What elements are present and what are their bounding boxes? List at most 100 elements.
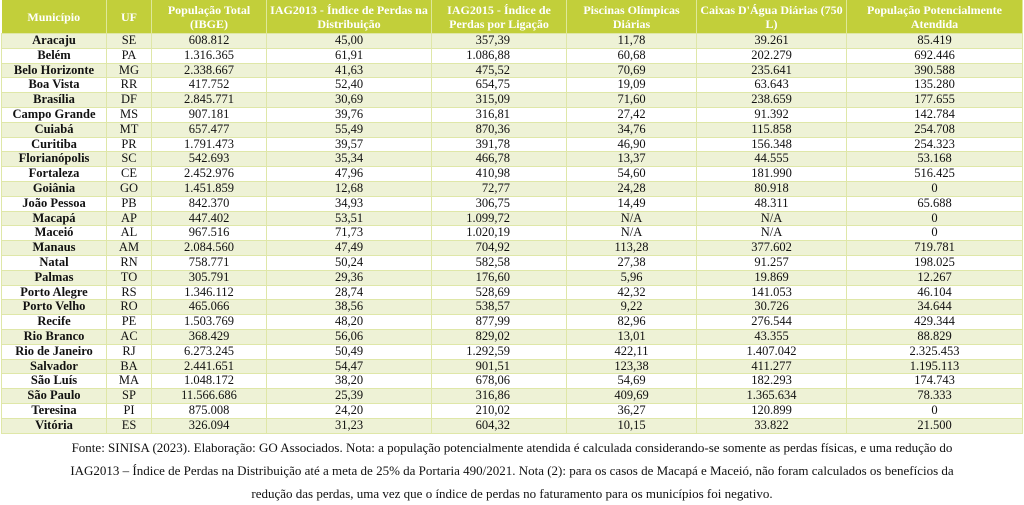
cell-populacao-atendida: 198.025 [846,254,1023,271]
table-row: Rio de Janeiro RJ 6.273.245 50,49 1.292,59 42… [1,343,1023,360]
table-row: Palmas TO 305.791 29,36 176,60 5,96 19.869 12.2… [1,269,1023,286]
cell-piscinas: 409,69 [566,388,697,404]
cell-municipio: Boa Vista [1,77,107,94]
cell-caixas: 115.858 [696,121,847,138]
cell-uf: RN [106,254,152,271]
cell-caixas: 411.277 [696,358,847,375]
cell-iag2013: 28,74 [266,284,432,301]
header-caixas: Caixas D'Água Diárias (750 L) [696,0,847,34]
cell-populacao-atendida: 719.781 [846,240,1023,256]
cell-iag2013: 35,34 [266,151,432,168]
cell-municipio: Fortaleza [1,166,107,182]
cell-municipio: Natal [1,254,107,271]
header-uf: UF [106,0,152,34]
cell-populacao-total: 6.273.245 [151,343,267,360]
cell-populacao-atendida: 142.784 [846,106,1023,123]
cell-municipio: Rio Branco [1,328,107,345]
cell-populacao-atendida: 177.655 [846,92,1023,108]
cell-populacao-atendida: 1.195.113 [846,358,1023,375]
cell-populacao-atendida: 34.644 [846,299,1023,316]
cell-piscinas: 27,42 [566,106,697,123]
cell-populacao-total: 447.402 [151,210,267,227]
cell-populacao-total: 758.771 [151,254,267,271]
cell-municipio: Maceió [1,225,107,242]
cell-uf: BA [106,358,152,375]
cell-piscinas: 123,38 [566,358,697,375]
cell-municipio: Florianópolis [1,151,107,168]
cell-iag2013: 34,93 [266,195,432,212]
cell-populacao-atendida: 254.708 [846,121,1023,138]
cell-municipio: Aracaju [1,33,107,49]
cell-piscinas: 422,11 [566,343,697,360]
header-iag2013: IAG2013 - Índice de Perdas na Distribuiç… [266,0,432,34]
header-piscinas: Piscinas Olímpicas Diárias [566,0,697,34]
table-row: Aracaju SE 608.812 45,00 357,39 11,78 39.261 85… [1,33,1023,49]
cell-iag2015: 1.020,19 [431,225,567,242]
cell-caixas: 156.348 [696,136,847,153]
cell-uf: SE [106,33,152,49]
cell-populacao-atendida: 46.104 [846,284,1023,301]
cell-iag2015: 901,51 [431,358,567,375]
cell-uf: RJ [106,343,152,360]
cell-caixas: 30.726 [696,299,847,316]
table-row: Florianópolis SC 542.693 35,34 466,78 13,37 44… [1,151,1023,168]
cell-populacao-atendida: 78.333 [846,388,1023,404]
cell-iag2013: 47,49 [266,240,432,256]
cell-iag2015: 357,39 [431,33,567,49]
header-municipio: Município [1,0,107,34]
cell-piscinas: 70,69 [566,62,697,79]
cell-piscinas: 34,76 [566,121,697,138]
cell-iag2015: 1.086,88 [431,47,567,64]
cell-populacao-atendida: 0 [846,210,1023,227]
cell-populacao-atendida: 85.419 [846,33,1023,49]
cell-populacao-total: 657.477 [151,121,267,138]
cell-municipio: São Paulo [1,388,107,404]
cell-piscinas: N/A [566,225,697,242]
table-row: João Pessoa PB 842.370 34,93 306,75 14,49 48.3… [1,195,1023,212]
cell-populacao-total: 305.791 [151,269,267,286]
cell-uf: CE [106,166,152,182]
cell-iag2013: 12,68 [266,180,432,197]
cell-populacao-total: 11.566.686 [151,388,267,404]
cell-populacao-total: 1.316.365 [151,47,267,64]
cell-iag2015: 475,52 [431,62,567,79]
cell-piscinas: 11,78 [566,33,697,49]
cell-uf: MG [106,62,152,79]
cell-municipio: Belo Horizonte [1,62,107,79]
cell-populacao-total: 2.084.560 [151,240,267,256]
table-row: Rio Branco AC 368.429 56,06 829,02 13,01 43.35… [1,328,1023,345]
cell-uf: MA [106,373,152,390]
cell-iag2013: 47,96 [266,166,432,182]
cell-caixas: 91.257 [696,254,847,271]
caption-line: Fonte: SINISA (2023). Elaboração: GO Ass… [71,439,953,455]
cell-iag2013: 39,76 [266,106,432,123]
cell-populacao-total: 842.370 [151,195,267,212]
cell-populacao-total: 2.441.651 [151,358,267,375]
cell-populacao-total: 2.452.976 [151,166,267,182]
cell-iag2013: 61,91 [266,47,432,64]
cell-iag2013: 31,23 [266,417,432,434]
cell-municipio: Goiânia [1,180,107,197]
table-row: Brasília DF 2.845.771 30,69 315,09 71,60 238.6… [1,92,1023,108]
cell-populacao-total: 542.693 [151,151,267,168]
cell-iag2013: 45,00 [266,33,432,49]
cell-piscinas: 19,09 [566,77,697,94]
table-row: Campo Grande MS 907.181 39,76 316,81 27,42 91.… [1,106,1023,123]
cell-iag2013: 39,57 [266,136,432,153]
header-populacao-total: População Total (IBGE) [151,0,267,34]
cell-municipio: Belém [1,47,107,64]
cell-caixas: 91.392 [696,106,847,123]
cell-iag2015: 1.099,72 [431,210,567,227]
cell-caixas: 235.641 [696,62,847,79]
cell-uf: TO [106,269,152,286]
table-row: Goiânia GO 1.451.859 12,68 72,77 24,28 80.918 0 [1,180,1023,197]
cell-populacao-total: 417.752 [151,77,267,94]
header-iag2015: IAG2015 - Índice de Perdas por Ligação [431,0,567,34]
cell-iag2015: 466,78 [431,151,567,168]
cell-iag2015: 410,98 [431,166,567,182]
cell-populacao-total: 326.094 [151,417,267,434]
cell-caixas: 202.279 [696,47,847,64]
cell-iag2013: 53,51 [266,210,432,227]
cell-uf: MS [106,106,152,123]
cell-iag2015: 72,77 [431,180,567,197]
